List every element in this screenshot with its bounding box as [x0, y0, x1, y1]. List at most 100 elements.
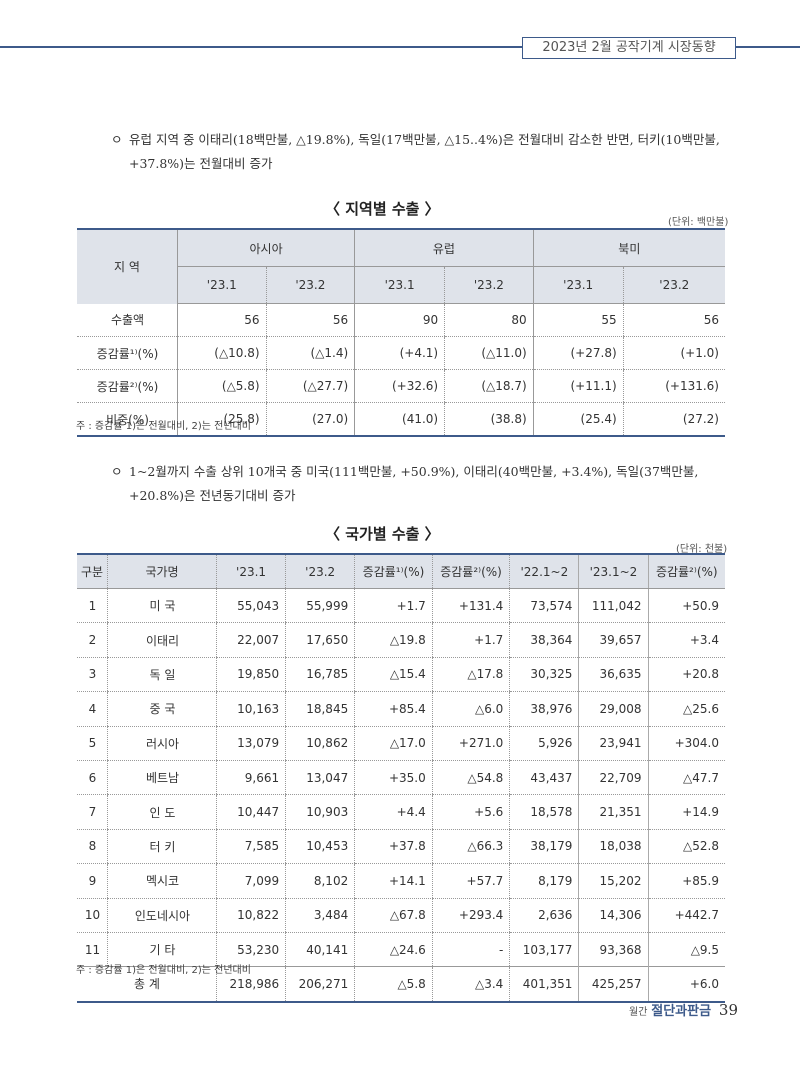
- rank-cell: 3: [77, 657, 108, 693]
- country-cell: 8,179: [509, 863, 579, 899]
- rank-cell: 11: [77, 932, 108, 968]
- total-row: 총 계 218,986 206,271 △5.8 △3.4 401,351 425,257 +…: [77, 966, 725, 1002]
- col-header: '23.1: [215, 554, 286, 589]
- col-header: '23.2: [285, 554, 355, 589]
- country-cell: 38,976: [509, 691, 579, 727]
- country-row: 5 러시아 13,079 10,862 △17.0 +271.0 5,926 23,941 +3…: [77, 726, 725, 761]
- region-cell: (41.0): [354, 402, 445, 437]
- country-cell: 8,102: [285, 863, 355, 899]
- country-cell: △67.8: [354, 898, 433, 933]
- country-cell: △25.6: [647, 691, 725, 727]
- magazine-prefix: 월간: [629, 1007, 648, 1018]
- region-cell: 56: [622, 303, 725, 337]
- country-cell: +57.7: [431, 863, 510, 899]
- col-header: 구분: [77, 554, 108, 589]
- country-cell: △66.3: [431, 829, 510, 865]
- rank-cell: 9: [77, 863, 108, 899]
- bullet-mark: ㅇ: [111, 132, 123, 147]
- region-cell: 56: [265, 303, 355, 337]
- country-cell: 43,437: [509, 760, 579, 796]
- region-cell: (+131.6): [622, 369, 725, 403]
- country-cell: 40,141: [285, 932, 355, 968]
- region-cell: 56: [177, 303, 267, 337]
- region-row: 증감률¹⁾(%) (△10.8) (△1.4) (+4.1) (△11.0) (+27.8…: [77, 336, 725, 370]
- country-cell: 7,585: [215, 829, 286, 865]
- country-cell: 39,657: [578, 622, 649, 658]
- country-cell: +442.7: [647, 898, 725, 933]
- country-cell: △15.4: [354, 657, 433, 693]
- region-cell: 90: [354, 303, 445, 337]
- period-header: '23.2: [444, 266, 534, 304]
- page-footer: 월간 절단과판금 39: [629, 1000, 738, 1019]
- country-cell: 18,845: [285, 691, 355, 727]
- total-label: 총 계: [77, 966, 217, 1002]
- country-name: 터 키: [107, 829, 217, 865]
- region-table-note: 주 : 증감률 1)은 전월대비, 2)는 전년대비: [76, 421, 251, 432]
- region-cell: (25.4): [532, 402, 624, 437]
- country-cell: 10,903: [285, 794, 355, 830]
- country-cell: △6.0: [431, 691, 510, 727]
- col-header: 증감률²⁾(%): [431, 554, 510, 589]
- country-cell: 19,850: [215, 657, 286, 693]
- bullet-mark: ㅇ: [111, 464, 123, 479]
- country-cell: 17,650: [285, 622, 355, 658]
- country-cell: 15,202: [578, 863, 649, 899]
- country-cell: +35.0: [354, 760, 433, 796]
- total-cell: △5.8: [354, 966, 433, 1002]
- total-cell: 206,271: [285, 966, 355, 1002]
- country-table-title: 〈 국가별 수출 〉: [325, 525, 440, 543]
- country-cell: +14.9: [647, 794, 725, 830]
- country-cell: 103,177: [509, 932, 579, 968]
- country-cell: 36,635: [578, 657, 649, 693]
- col-header: 증감률¹⁾(%): [354, 554, 433, 589]
- country-cell: 3,484: [285, 898, 355, 933]
- region-cell: 55: [532, 303, 624, 337]
- region-cell: (+4.1): [354, 336, 445, 370]
- region-cell: (△11.0): [444, 336, 534, 370]
- region-row: 수출액 56 56 90 80 55 56: [77, 303, 725, 337]
- period-header: '23.2: [265, 266, 355, 304]
- country-cell: 55,999: [285, 588, 355, 624]
- total-cell: △3.4: [431, 966, 510, 1002]
- group-header: 북미: [532, 229, 725, 267]
- group-header: 유럽: [354, 229, 534, 267]
- region-cell: (+32.6): [354, 369, 445, 403]
- total-cell: 401,351: [509, 966, 579, 1002]
- country-cell: 22,709: [578, 760, 649, 796]
- country-cell: +3.4: [647, 622, 725, 658]
- country-cell: △24.6: [354, 932, 433, 968]
- region-row: 증감률²⁾(%) (△5.8) (△27.7) (+32.6) (△18.7) (+11.…: [77, 369, 725, 403]
- country-cell: 93,368: [578, 932, 649, 968]
- region-header: 지 역: [77, 229, 178, 304]
- country-cell: 38,364: [509, 622, 579, 658]
- country-cell: △9.5: [647, 932, 725, 968]
- country-row: 11 기 타 53,230 40,141 △24.6-103,177 93,368 △9.5: [77, 932, 725, 968]
- country-cell: 21,351: [578, 794, 649, 830]
- country-cell: △52.8: [647, 829, 725, 865]
- country-cell: +85.9: [647, 863, 725, 899]
- country-export-table: 구분 국가명 '23.1 '23.2 증감률¹⁾(%) 증감률²⁾(%) '22…: [77, 553, 725, 1003]
- col-header: 증감률²⁾(%): [647, 554, 725, 589]
- row-label: 증감률¹⁾(%): [77, 336, 178, 370]
- country-cell: △54.8: [431, 760, 510, 796]
- country-name: 기 타: [107, 932, 217, 968]
- country-cell: +304.0: [647, 726, 725, 761]
- rank-cell: 5: [77, 726, 108, 761]
- country-cell: +5.6: [431, 794, 510, 830]
- country-cell: 30,325: [509, 657, 579, 693]
- country-cell: 13,079: [215, 726, 286, 761]
- country-cell: 9,661: [215, 760, 286, 796]
- country-cell: +1.7: [431, 622, 510, 658]
- country-cell: 73,574: [509, 588, 579, 624]
- period-header: '23.1: [354, 266, 445, 304]
- region-table-body: 수출액 56 56 90 80 55 56 증감률¹⁾(%) (△10.8) (△1.4) (+4.…: [77, 303, 725, 437]
- region-cell: (38.8): [444, 402, 534, 437]
- country-cell: +293.4: [431, 898, 510, 933]
- paragraph-2-text: 1~2월까지 수출 상위 10개국 중 미국(111백만불, +50.9%), …: [129, 464, 699, 503]
- country-cell: 10,453: [285, 829, 355, 865]
- country-cell: 18,578: [509, 794, 579, 830]
- period-header: '23.2: [622, 266, 725, 304]
- country-row: 9 멕시코 7,099 8,102 +14.1 +57.7 8,179 15,202 +85.9: [77, 863, 725, 899]
